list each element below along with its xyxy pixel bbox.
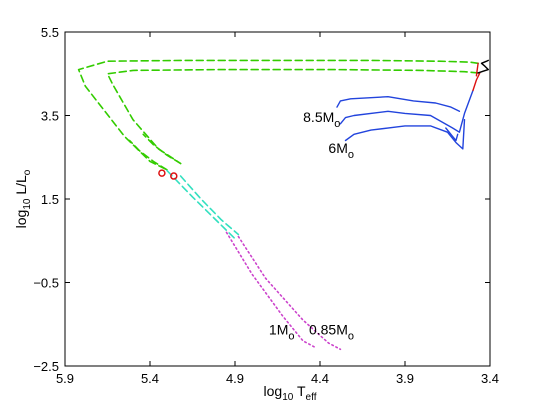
y-tick-label: −0.5 [33, 276, 59, 291]
zams-marker-1 [170, 172, 178, 180]
track-green-3 [142, 133, 182, 165]
x-tick-label: 5.4 [141, 371, 159, 386]
track-red-12 [472, 72, 481, 92]
track-green-1 [106, 68, 479, 165]
x-tick-label: 4.4 [311, 371, 329, 386]
track-blue-11 [445, 127, 459, 142]
annotation-layer: 8.5Mo 6Mo 1Mo 0.85Mo [269, 109, 354, 343]
mass-label-2: 1Mo [269, 322, 295, 343]
track-magenta-7 [237, 235, 342, 351]
track-blue-8 [339, 89, 474, 133]
x-axis-label: log10 Teff [264, 383, 317, 403]
x-tick-label: 5.9 [56, 371, 74, 386]
mass-label-0: 8.5Mo [303, 109, 340, 130]
track-blue-9 [344, 118, 466, 150]
series-layer [77, 59, 489, 351]
x-tick-label: 3.4 [481, 371, 499, 386]
x-tick-label: 3.9 [396, 371, 414, 386]
track-cyan-4 [166, 169, 236, 240]
y-tick-label: 3.5 [41, 109, 59, 124]
y-axis-label: log10 L/Lo [13, 169, 33, 228]
mass-label-1: 6Mo [328, 140, 354, 161]
y-tick-label: −2.5 [33, 359, 59, 374]
track-blue-10 [336, 95, 461, 113]
y-tick-label: 1.5 [41, 192, 59, 207]
zams-marker-0 [158, 169, 166, 177]
mass-label-3: 0.85Mo [309, 322, 354, 343]
marker-layer [158, 169, 178, 180]
track-red-13 [475, 62, 479, 77]
track-cyan-5 [179, 175, 240, 236]
track-magenta-6 [225, 231, 316, 349]
y-tick-label: 5.5 [41, 25, 59, 40]
x-tick-label: 4.9 [226, 371, 244, 386]
axis-ticks: 5.9 5.4 4.9 4.4 3.9 3.4 −2.5 −0.5 1.5 3.5 5.5 [33, 25, 499, 386]
plot-area [64, 31, 491, 367]
track-black-14 [477, 59, 489, 74]
track-green-2 [128, 139, 168, 171]
track-green-0 [77, 59, 479, 171]
